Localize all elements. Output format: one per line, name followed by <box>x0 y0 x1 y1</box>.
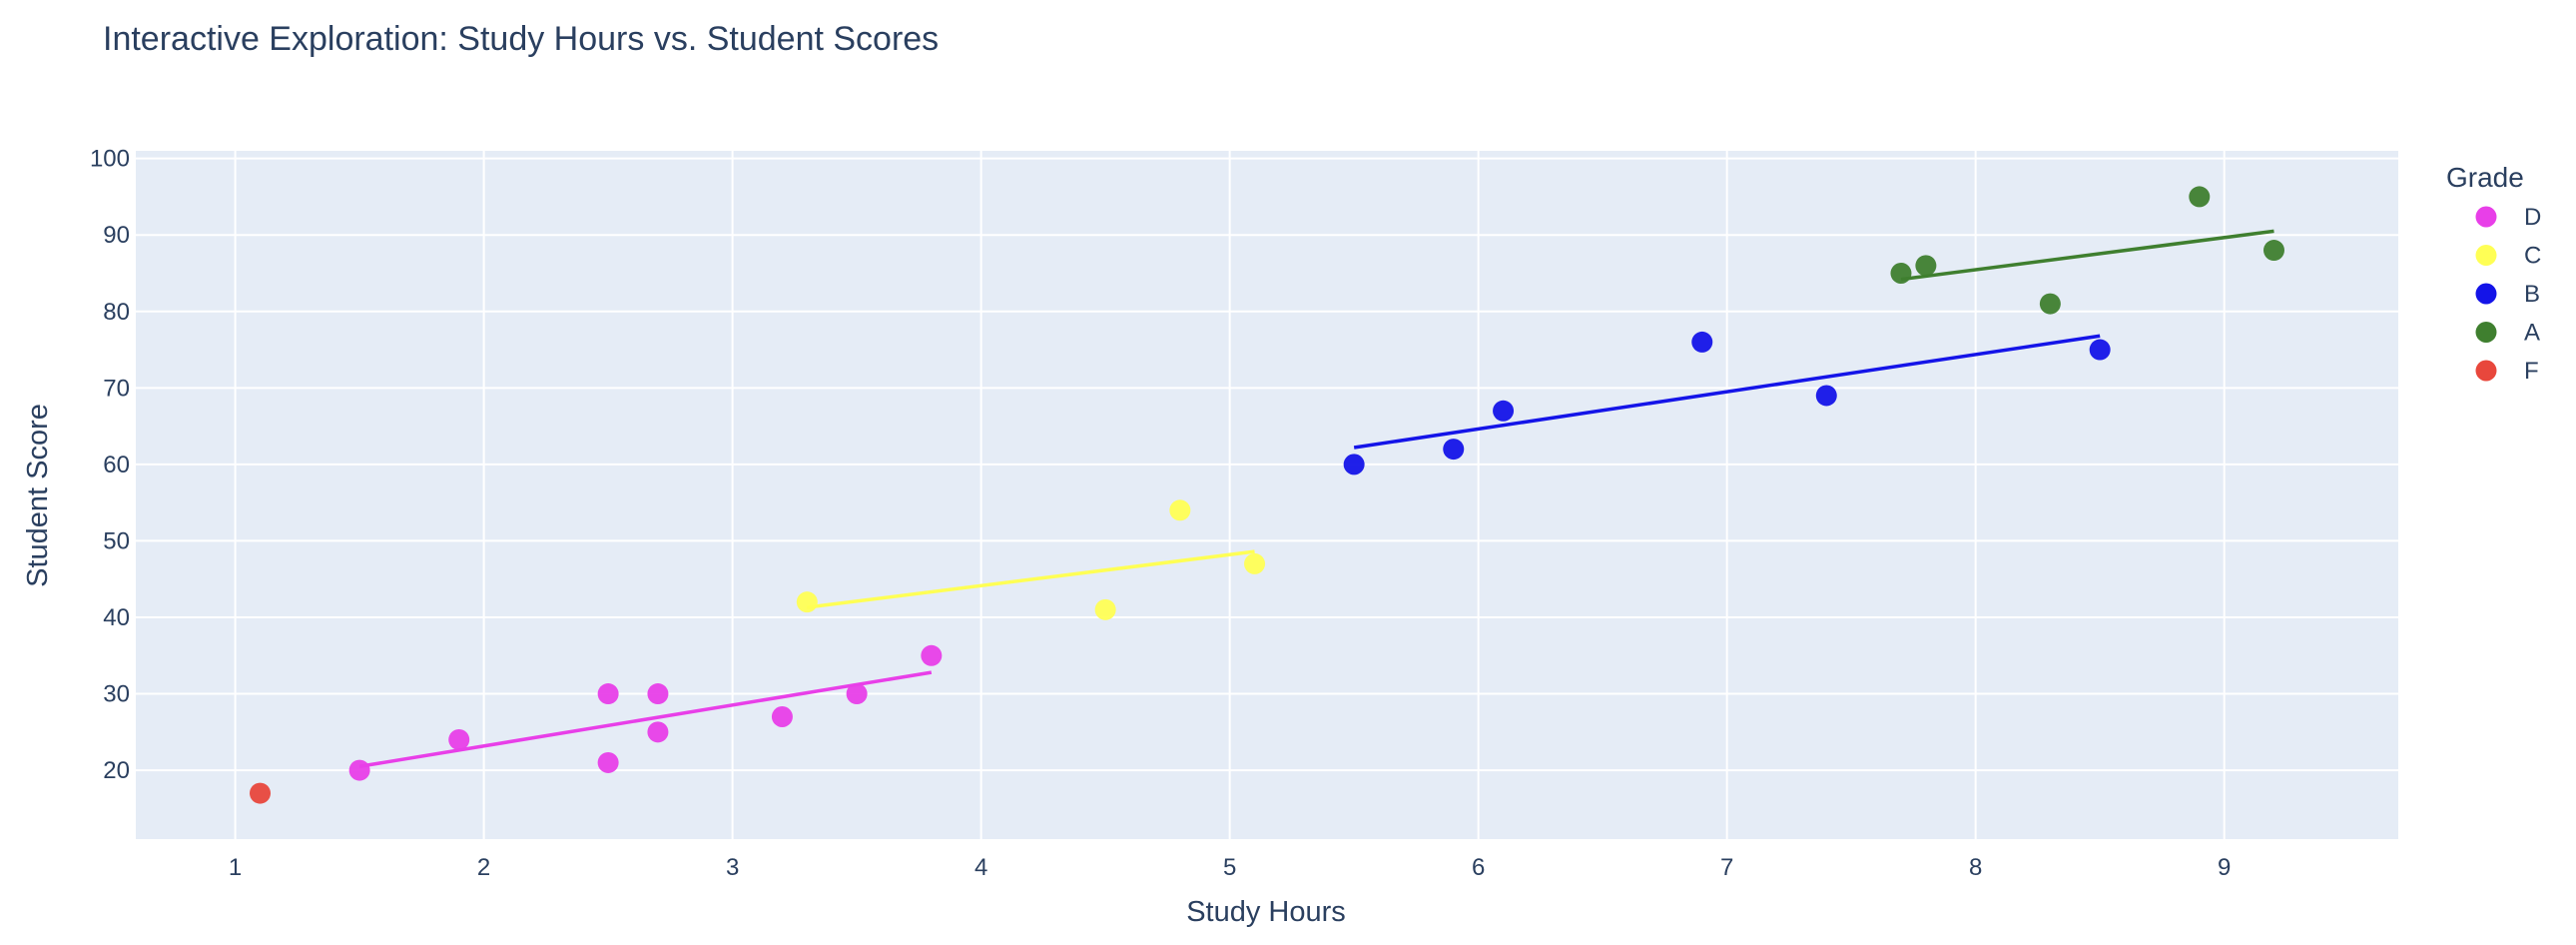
x-tick-label: 9 <box>2218 854 2231 881</box>
plot-area[interactable] <box>136 151 2398 839</box>
legend-marker <box>2475 360 2497 382</box>
x-axis-title: Study Hours <box>1186 896 1346 928</box>
data-point-C[interactable] <box>1169 499 1191 521</box>
x-tick-label: 4 <box>974 854 987 881</box>
legend-marker <box>2475 245 2497 266</box>
data-point-A[interactable] <box>2039 293 2061 315</box>
chart-title: Interactive Exploration: Study Hours vs.… <box>103 20 939 58</box>
data-point-A[interactable] <box>2262 240 2284 262</box>
x-tick-label: 8 <box>1969 854 1982 881</box>
y-tick-label: 40 <box>103 604 130 631</box>
data-point-C[interactable] <box>1244 552 1266 574</box>
y-tick-label: 90 <box>103 222 130 249</box>
data-point-B[interactable] <box>1343 454 1365 475</box>
data-point-D[interactable] <box>597 751 619 773</box>
legend-label: F <box>2524 358 2539 385</box>
data-points <box>250 186 2284 804</box>
data-point-D[interactable] <box>921 644 943 666</box>
y-tick-label: 80 <box>103 299 130 326</box>
legend-marker <box>2475 206 2497 228</box>
trendline-D <box>358 670 933 768</box>
legend-item-F[interactable]: F <box>2475 358 2539 385</box>
legend-label: A <box>2524 320 2540 347</box>
legend-item-C[interactable]: C <box>2475 243 2542 270</box>
data-point-D[interactable] <box>846 683 868 705</box>
data-point-D[interactable] <box>647 683 669 705</box>
trendlines <box>358 229 2274 768</box>
data-point-B[interactable] <box>1443 439 1465 461</box>
data-point-A[interactable] <box>1915 255 1937 277</box>
legend-title: Grade <box>2446 162 2524 193</box>
data-point-D[interactable] <box>597 683 619 705</box>
data-point-C[interactable] <box>796 591 818 613</box>
data-point-A[interactable] <box>2189 186 2211 208</box>
legend-item-A[interactable]: A <box>2475 320 2541 347</box>
x-tick-label: 5 <box>1223 854 1236 881</box>
grid-lines <box>136 151 2398 839</box>
x-tick-label: 7 <box>1720 854 1733 881</box>
data-point-B[interactable] <box>1815 385 1837 407</box>
data-point-C[interactable] <box>1094 598 1116 620</box>
trendline-B <box>1353 334 2101 450</box>
data-point-D[interactable] <box>647 721 669 743</box>
y-tick-label: 70 <box>103 375 130 402</box>
trendline-C <box>807 549 1255 609</box>
trendline-A <box>1900 229 2274 282</box>
data-point-D[interactable] <box>771 706 793 728</box>
legend-label: C <box>2524 243 2541 270</box>
x-tick-label: 6 <box>1472 854 1485 881</box>
y-tick-label: 60 <box>103 452 130 478</box>
data-point-F[interactable] <box>250 782 272 804</box>
data-point-B[interactable] <box>2089 339 2111 361</box>
y-tick-label: 30 <box>103 681 130 708</box>
data-point-D[interactable] <box>348 759 370 781</box>
y-tick-label: 50 <box>103 527 130 554</box>
x-tick-label: 3 <box>726 854 739 881</box>
data-point-B[interactable] <box>1691 331 1713 353</box>
data-point-D[interactable] <box>448 728 470 750</box>
y-axis-ticks: 20 30 40 50 60 70 80 90 100 <box>90 146 130 784</box>
x-axis-ticks: 1 2 3 4 5 6 7 8 9 <box>229 854 2231 881</box>
legend-marker <box>2475 283 2497 305</box>
legend-item-D[interactable]: D <box>2475 204 2542 231</box>
legend-marker <box>2475 322 2497 343</box>
legend-label: D <box>2524 204 2541 231</box>
legend-item-B[interactable]: B <box>2475 281 2541 308</box>
x-tick-label: 1 <box>229 854 242 881</box>
y-tick-label: 20 <box>103 757 130 784</box>
y-tick-label: 100 <box>90 146 130 173</box>
x-tick-label: 2 <box>477 854 490 881</box>
y-axis-title: Student Score <box>22 404 54 587</box>
legend-label: B <box>2524 281 2540 308</box>
data-point-A[interactable] <box>1890 262 1912 284</box>
data-point-B[interactable] <box>1493 400 1515 422</box>
